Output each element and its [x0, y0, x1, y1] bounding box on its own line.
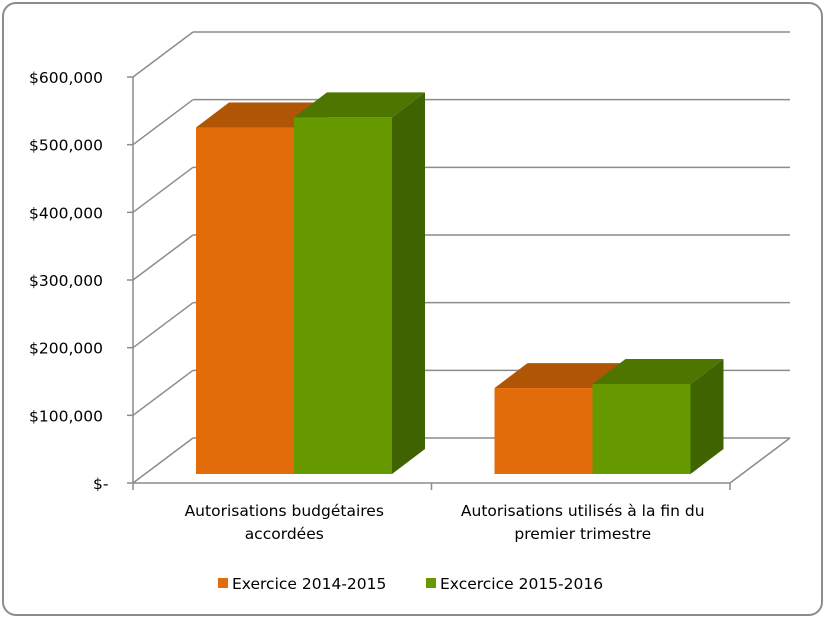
side-wall-gridline [132, 234, 194, 281]
bar-2015-2016 [592, 384, 691, 474]
x-category-label: accordées [245, 525, 324, 543]
legend-label: Excercice 2015-2016 [440, 575, 603, 593]
bar-2014-2015 [494, 388, 593, 474]
y-tick-label: $200,000 [29, 340, 103, 358]
bar-top [592, 359, 724, 385]
legend-swatch [218, 578, 228, 588]
side-wall-gridline [132, 166, 194, 213]
y-tick-label: $600,000 [29, 69, 103, 87]
side-wall-gridline [132, 369, 194, 416]
side-wall-gridline [132, 437, 194, 484]
y-tick-label: $100,000 [29, 407, 103, 425]
x-category-label: Autorisations budgétaires [185, 502, 384, 520]
legend-label: Exercice 2014-2015 [232, 575, 386, 593]
y-tick-label: $- [93, 475, 108, 493]
legend-swatch [426, 578, 436, 588]
side-wall-gridline [132, 302, 194, 349]
x-category-label: premier trimestre [514, 525, 651, 543]
side-wall-gridline [132, 99, 194, 146]
bar-side [690, 359, 724, 474]
bar-2014-2015 [196, 127, 294, 475]
x-category-label: Autorisations utilisés à la fin du [461, 502, 705, 520]
y-tick-label: $500,000 [29, 137, 103, 155]
bar-2015-2016 [294, 117, 392, 474]
side-wall-gridline [132, 31, 194, 78]
bar-top [494, 363, 626, 389]
y-tick-label: $300,000 [29, 272, 103, 290]
floor-edge [729, 437, 791, 484]
y-tick-label: $400,000 [29, 204, 103, 222]
bar-side [392, 92, 425, 474]
bar-top [294, 92, 425, 118]
